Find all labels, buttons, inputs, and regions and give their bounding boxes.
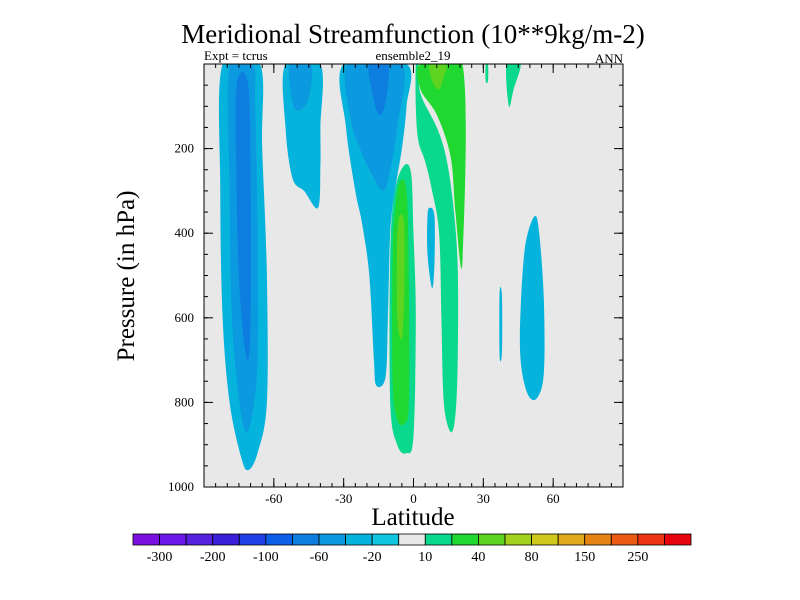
colorbar-label: -60 [310,550,329,565]
colorbar-box [371,533,400,546]
y-tick-label: 400 [175,225,195,240]
y-tick-label: 200 [175,141,195,156]
x-tick-label: -60 [265,491,282,506]
colorbar-label: -200 [200,550,226,565]
colorbar-box [424,533,453,546]
subtitle-left: Expt = tcrus [204,48,268,63]
colorbar-label: 40 [471,550,485,565]
y-axis-ticks: 200 400 600 800 1000 [168,141,623,494]
x-tick-label: 0 [410,491,417,506]
colorbar-label: -300 [147,550,173,565]
y-tick-label: 800 [175,394,195,409]
colorbar-label: 10 [418,550,432,565]
colorbar-box [185,533,214,546]
contour-blue-patch-c [519,215,545,401]
contour-blue-patch-b [499,286,503,362]
colorbar-box [292,533,320,546]
colorbar-box [159,533,187,546]
colorbar-label: 250 [627,550,648,565]
colorbar-box [531,533,559,546]
colorbar-box [132,533,160,546]
colorbar [132,533,692,546]
contour-hadley-core [368,64,389,116]
colorbar-box [398,533,426,546]
contour-hadley-mid [344,64,405,191]
colorbar-box [265,533,293,546]
colorbar-box [637,533,665,546]
contour-sh-cell-core [235,71,251,361]
y-tick-label: 600 [175,310,195,325]
colorbar-box [664,533,692,546]
contour-ferrel-outer [415,64,459,433]
colorbar-labels: -300 -200 -100 -60 -20 10 40 80 150 250 [147,550,649,565]
colorbar-label: -100 [253,550,279,565]
colorbar-box [345,533,373,546]
contour-ferrel-mid [416,64,466,269]
x-axis-ticks: -60 -30 0 30 60 [265,64,560,506]
colorbar-box [212,533,240,546]
colorbar-box [557,533,586,546]
contour-ferrel-core [428,64,447,90]
x-axis-label: Latitude [371,504,454,531]
chart-title: Meridional Streamfunction (10**9kg/m-2) [181,19,644,49]
contour-green-dot [485,64,489,83]
colorbar-label: 80 [525,550,539,565]
colorbar-box [504,533,532,546]
colorbar-box [451,533,479,546]
x-tick-label: -30 [335,491,352,506]
contour-green-sliver [506,64,521,108]
colorbar-box [584,533,612,546]
colorbar-box [318,533,346,546]
subtitle-right: ANN [595,51,624,66]
colorbar-box [238,533,267,546]
colorbar-label: 150 [574,550,595,565]
contour-blue-patch-a [427,207,435,289]
y-axis-label: Pressure (in hPa) [113,191,140,362]
subtitle-center: ensemble2_19 [375,48,450,63]
contour-sh-mid-cell-inner [288,64,313,111]
colorbar-box [478,533,506,546]
y-tick-label: 1000 [168,479,194,494]
contour-regions [218,64,545,471]
contour-north-hadley-core [396,214,405,340]
colorbar-label: -20 [363,550,382,565]
colorbar-box [610,533,639,546]
x-tick-label: 30 [477,491,490,506]
x-tick-label: 60 [547,491,560,506]
